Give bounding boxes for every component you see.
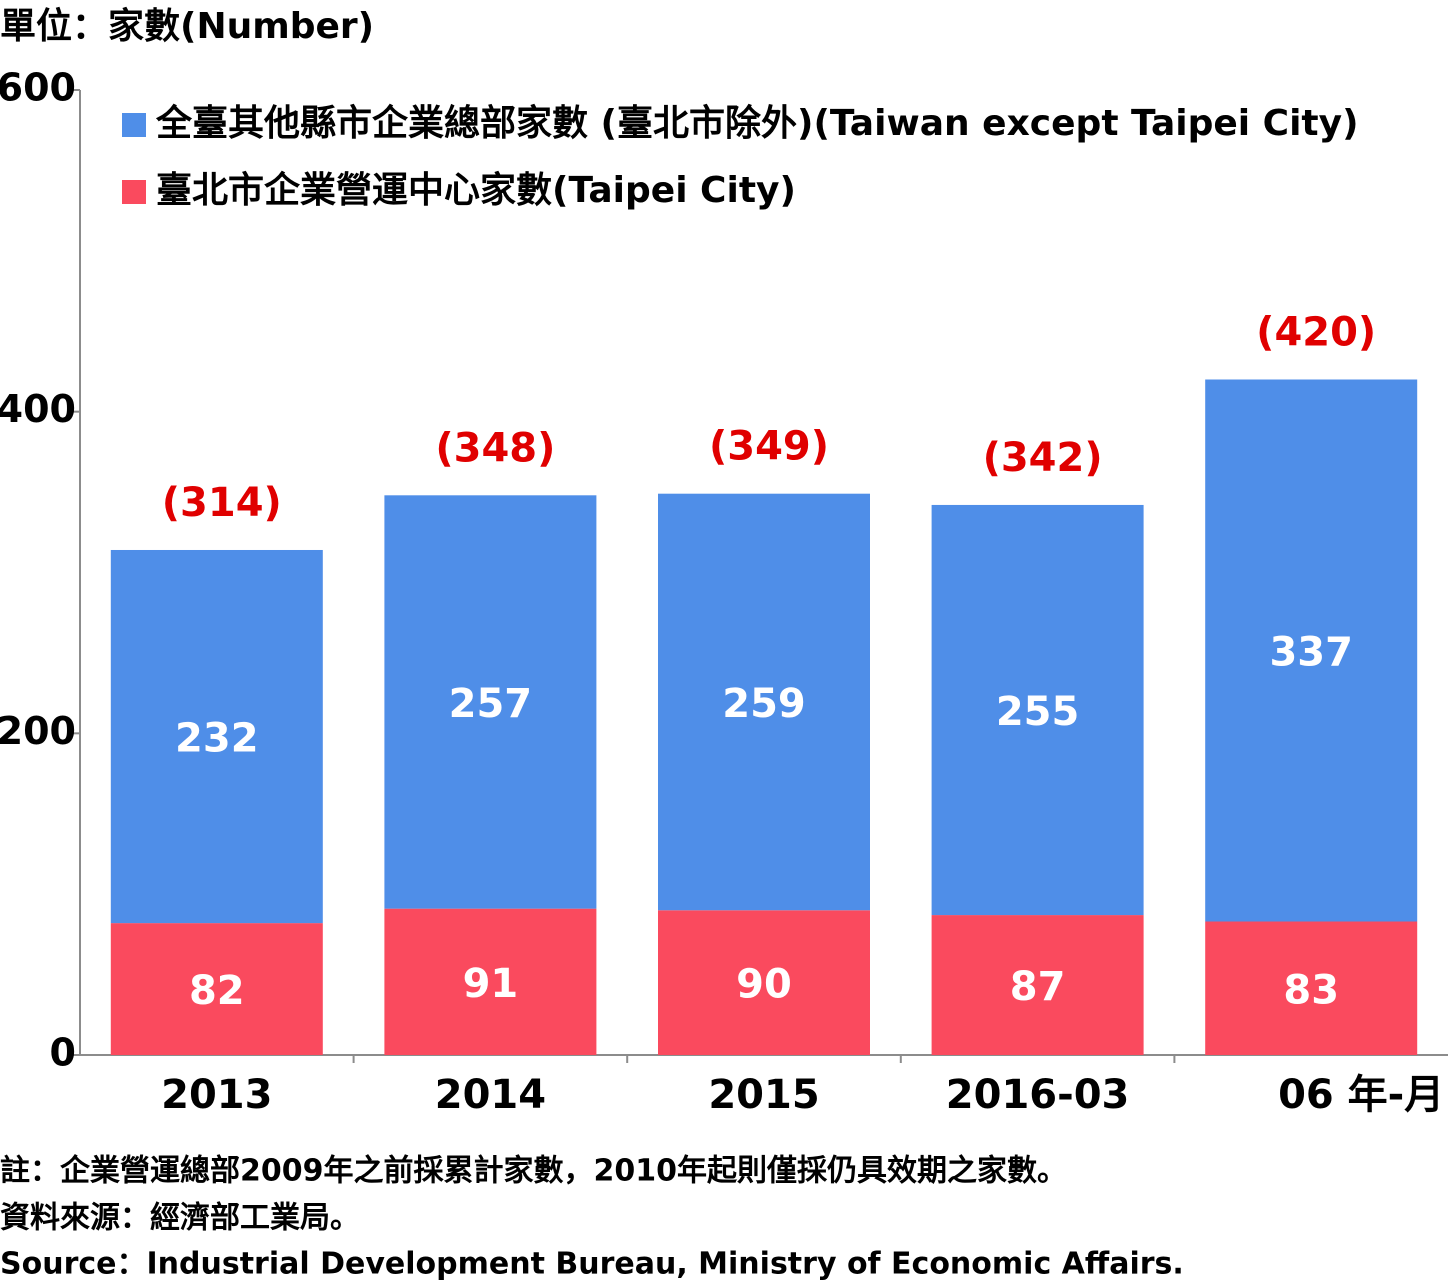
unit-label: 單位：家數(Number): [0, 6, 374, 47]
bar-segment: [931, 915, 1144, 1055]
bar-segment: [658, 493, 870, 911]
note: 資料來源：經濟部工業局。: [0, 1201, 360, 1236]
data-label: 232: [175, 716, 259, 762]
note: Source：Industrial Development Bureau, Mi…: [0, 1247, 1184, 1282]
x-tick-label: 2016-03: [946, 1072, 1130, 1118]
y-tick-label: 200: [0, 709, 76, 753]
legend-label: 全臺其他縣市企業總部家數 (臺北市除外)(Taiwan except Taipe…: [155, 102, 1359, 144]
bar-segment: [110, 549, 323, 924]
data-label: 337: [1269, 630, 1353, 676]
bar-segment: [384, 908, 597, 1055]
x-tick-label: 2014: [435, 1072, 546, 1118]
data-label: 90: [736, 962, 792, 1008]
y-tick-label: 0: [50, 1031, 76, 1075]
x-tick-label: 2013: [161, 1072, 272, 1118]
bar-segment: [1205, 921, 1418, 1055]
bar-segment: [931, 504, 1144, 916]
data-label: 82: [189, 968, 245, 1014]
bar-segment: [658, 910, 870, 1055]
total-label: (349): [709, 424, 829, 470]
x-tick-label: 2015: [708, 1072, 819, 1118]
y-tick-label: 600: [0, 66, 76, 110]
data-label: 87: [1010, 964, 1066, 1010]
total-label: (314): [162, 480, 282, 526]
total-label: (348): [435, 425, 555, 471]
legend-label: 臺北市企業營運中心家數(Taipei City): [156, 169, 796, 211]
legend-swatch: [122, 113, 146, 137]
total-label: (342): [983, 435, 1103, 481]
total-label: (420): [1256, 310, 1376, 356]
y-tick-label: 400: [0, 387, 76, 431]
data-label: 91: [463, 961, 519, 1007]
data-label: 255: [996, 689, 1080, 735]
bar-segment: [384, 495, 597, 909]
data-label: 83: [1283, 967, 1339, 1013]
note: 註：企業營運總部2009年之前採累計家數，2010年起則僅採仍具效期之家數。: [0, 1154, 1067, 1189]
data-label: 257: [449, 681, 533, 727]
bar-segment: [110, 923, 323, 1055]
data-label: 259: [722, 681, 806, 727]
legend-swatch: [122, 180, 146, 204]
x-tick-label: 06 年-月: [1278, 1072, 1444, 1118]
bar-segment: [1205, 379, 1418, 922]
